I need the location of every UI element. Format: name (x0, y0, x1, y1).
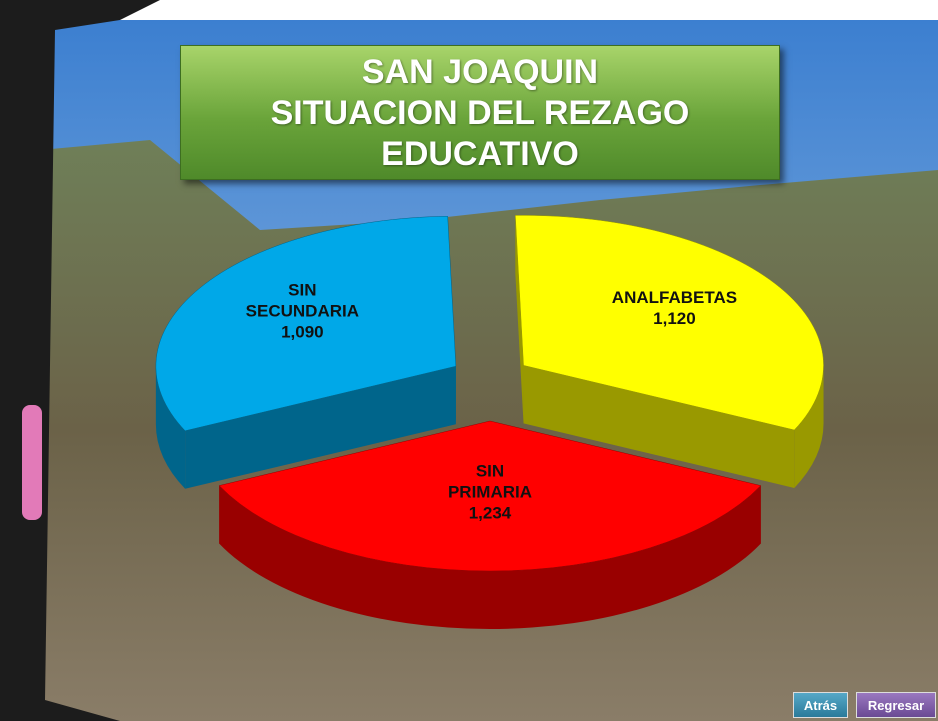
data-label: SIN SECUNDARIA 1,090 (246, 280, 359, 343)
value-label: 1,234 (468, 503, 512, 522)
frame (0, 0, 160, 721)
category-label: SIN PRIMARIA (447, 461, 533, 501)
slice-side (794, 365, 824, 488)
slice-top (515, 215, 824, 431)
title-box: SAN JOAQUIN SITUACION DEL REZAGO EDUCATIVO (180, 45, 780, 180)
category-label: ANALFABETAS (611, 288, 738, 308)
value-label: 1,120 (653, 309, 696, 329)
slice-wall (185, 366, 456, 489)
slice-top (155, 216, 457, 432)
data-label: SIN PRIMARIA 1,234 (448, 460, 532, 523)
title-line: EDUCATIVO (381, 135, 579, 173)
data-label: ANALFABETAS 1,120 (612, 287, 737, 329)
chalk (22, 405, 42, 520)
slice-wall (515, 215, 524, 424)
slice (155, 216, 457, 489)
slice-side (155, 366, 186, 489)
slice (218, 420, 762, 630)
slice-side (219, 485, 761, 630)
value-label: 1,090 (281, 322, 324, 342)
category-label: SIN SECUNDARIA (245, 280, 360, 321)
slice-wall (523, 365, 795, 488)
title-line: SITUACION DEL REZAGO (270, 94, 690, 132)
back-button[interactable]: Atrás (793, 692, 848, 718)
slice-top (218, 420, 762, 572)
title-line: SAN JOAQUIN (361, 53, 599, 91)
return-button[interactable]: Regresar (856, 692, 936, 718)
slice (515, 215, 824, 488)
